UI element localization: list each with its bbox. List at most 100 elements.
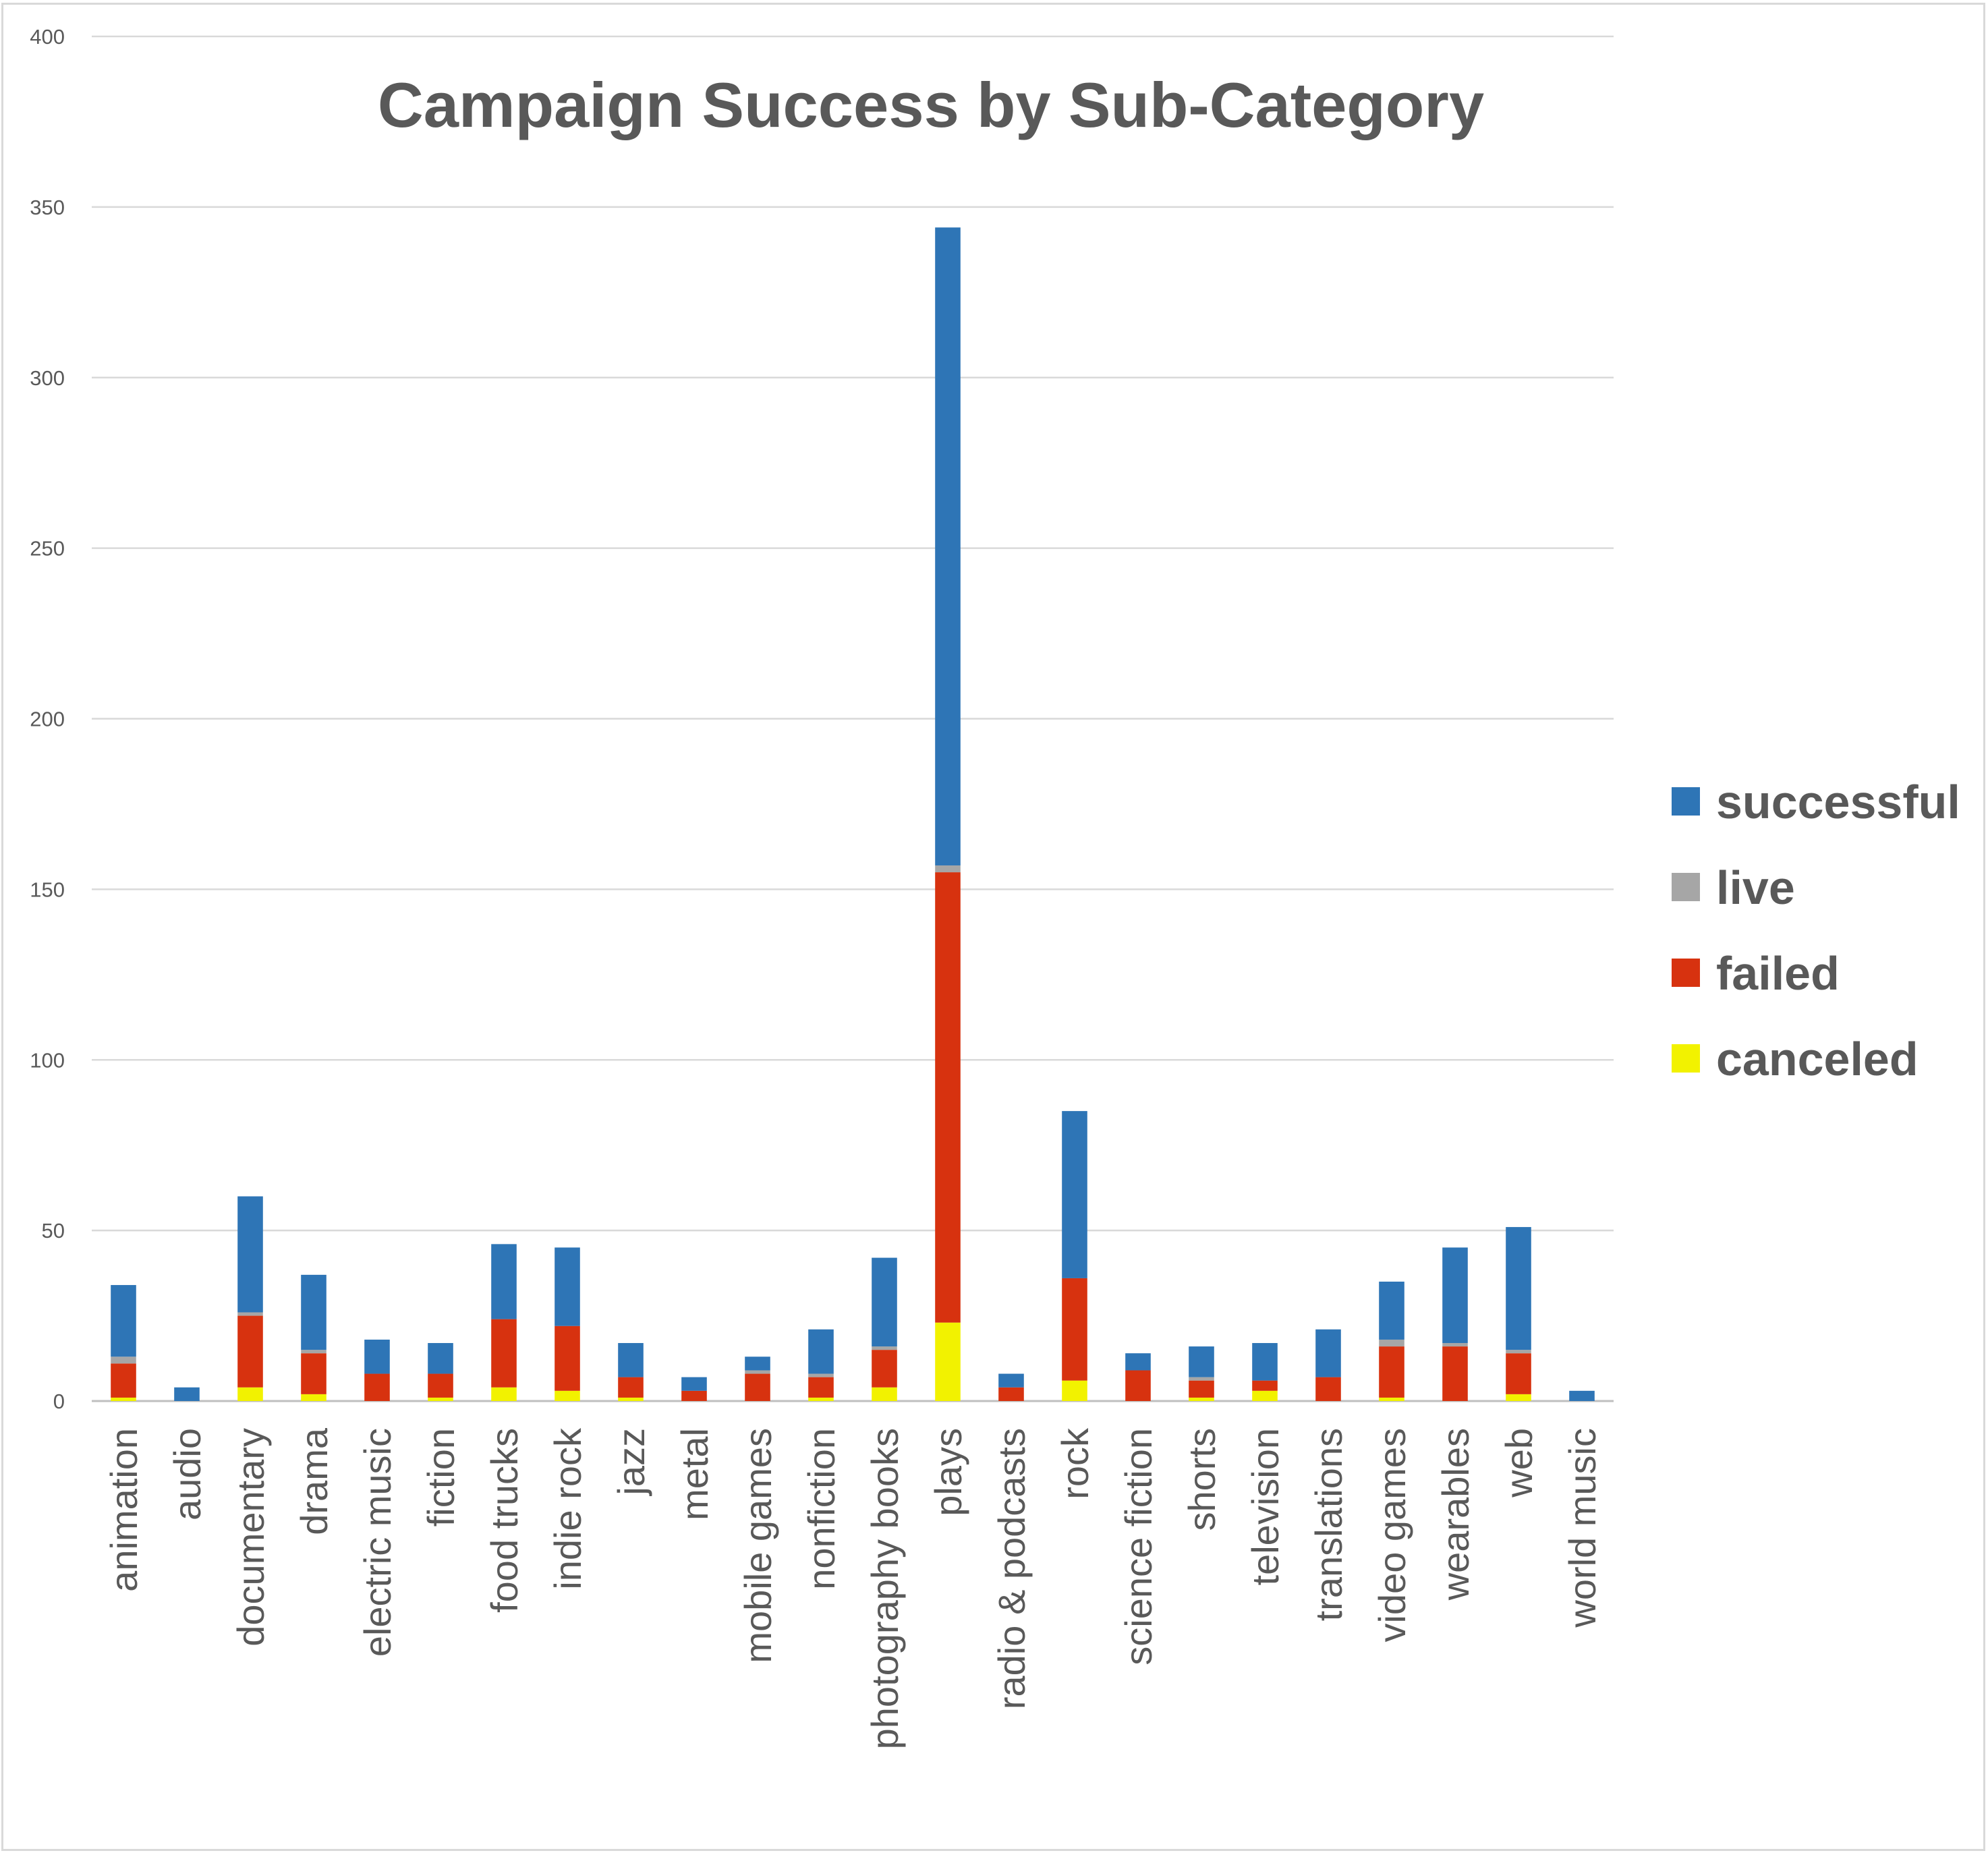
y-tick-label: 100 bbox=[30, 1048, 65, 1072]
legend-label-successful: successful bbox=[1716, 776, 1960, 828]
bar-segment-failed bbox=[1442, 1346, 1468, 1401]
bar-segment-canceled bbox=[935, 1322, 961, 1401]
x-category-label: mobile games bbox=[737, 1428, 779, 1663]
bar-segment-failed bbox=[491, 1319, 517, 1388]
x-category-label: audio bbox=[166, 1428, 208, 1520]
bar-segment-successful bbox=[1252, 1343, 1278, 1381]
bar-segment-failed bbox=[1125, 1370, 1151, 1401]
bar-segment-failed bbox=[364, 1373, 390, 1401]
bar-segment-failed bbox=[1315, 1377, 1341, 1401]
bar-segment-failed bbox=[681, 1390, 707, 1401]
y-tick-label: 250 bbox=[30, 537, 65, 561]
bar-segment-live bbox=[1379, 1339, 1404, 1347]
bar-segment-successful bbox=[935, 227, 961, 865]
bar-segment-canceled bbox=[428, 1397, 453, 1401]
bar-segment-successful bbox=[745, 1357, 770, 1371]
bar-segment-failed bbox=[935, 872, 961, 1323]
bar-segment-live bbox=[301, 1350, 326, 1354]
x-category-label: metal bbox=[673, 1428, 716, 1520]
bar-segment-successful bbox=[1125, 1353, 1151, 1371]
legend: successful live failed canceled bbox=[1672, 776, 1960, 1085]
x-category-label: jazz bbox=[610, 1428, 652, 1497]
y-tick-label: 150 bbox=[30, 878, 65, 901]
bar-segment-successful bbox=[111, 1285, 136, 1357]
x-category-label: rock bbox=[1054, 1427, 1096, 1500]
bar-segment-canceled bbox=[1379, 1397, 1404, 1401]
y-tick-label: 400 bbox=[30, 25, 65, 49]
bar-segment-failed bbox=[237, 1315, 263, 1388]
legend-label-canceled: canceled bbox=[1716, 1033, 1919, 1085]
bar-segment-failed bbox=[428, 1373, 453, 1398]
x-category-label: translations bbox=[1307, 1428, 1350, 1621]
bar-segment-failed bbox=[1506, 1353, 1531, 1394]
bar-segment-successful bbox=[1315, 1329, 1341, 1377]
legend-swatch-successful bbox=[1672, 787, 1700, 816]
x-category-label: television bbox=[1244, 1428, 1286, 1585]
y-tick-label: 200 bbox=[30, 708, 65, 731]
bar-segment-successful bbox=[301, 1274, 326, 1350]
bar-segment-successful bbox=[1379, 1281, 1404, 1340]
bar-segment-live bbox=[111, 1357, 136, 1364]
y-tick-label: 50 bbox=[42, 1219, 65, 1243]
bar-segment-canceled bbox=[1062, 1380, 1087, 1401]
gridlines bbox=[92, 35, 1614, 1402]
y-tick-label: 0 bbox=[53, 1390, 65, 1413]
legend-swatch-live bbox=[1672, 873, 1700, 901]
x-axis-category-labels: animation audio documentary drama electric m… bbox=[103, 1427, 1603, 1749]
bar-segment-live bbox=[935, 865, 961, 873]
bar-segment-live bbox=[808, 1373, 834, 1377]
bar-segment-canceled bbox=[618, 1397, 644, 1401]
legend-swatch-failed bbox=[1672, 959, 1700, 987]
bar-segment-failed bbox=[808, 1377, 834, 1398]
x-category-label: documentary bbox=[229, 1428, 272, 1647]
bar-segment-successful bbox=[998, 1373, 1024, 1388]
x-category-label: animation bbox=[103, 1428, 145, 1592]
bar-segment-canceled bbox=[111, 1397, 136, 1401]
bar-segment-failed bbox=[1379, 1346, 1404, 1398]
y-tick-label: 300 bbox=[30, 366, 65, 390]
bar-segment-successful bbox=[1569, 1390, 1595, 1401]
x-category-label: indie rock bbox=[546, 1427, 589, 1590]
bar-segment-successful bbox=[1062, 1111, 1087, 1278]
bar-segment-canceled bbox=[301, 1394, 326, 1401]
bar-segment-live bbox=[237, 1312, 263, 1316]
x-category-label: world music bbox=[1561, 1428, 1603, 1628]
bar-segment-successful bbox=[1442, 1247, 1468, 1344]
x-category-label: electric music bbox=[356, 1428, 399, 1657]
x-category-label: drama bbox=[293, 1427, 335, 1535]
bar-segment-successful bbox=[364, 1339, 390, 1374]
bar-segment-canceled bbox=[555, 1390, 580, 1401]
bar-segment-live bbox=[745, 1370, 770, 1374]
x-category-label: fiction bbox=[420, 1428, 462, 1526]
x-category-label: radio & podcasts bbox=[990, 1428, 1033, 1709]
x-category-label: web bbox=[1498, 1428, 1540, 1498]
x-category-label: science fiction bbox=[1117, 1428, 1160, 1665]
x-category-label: plays bbox=[927, 1428, 969, 1516]
bar-segment-failed bbox=[1189, 1380, 1214, 1398]
x-category-label: food trucks bbox=[483, 1428, 526, 1613]
x-category-label: shorts bbox=[1181, 1428, 1223, 1531]
y-axis-tick-labels: 0 50 100 150 200 250 300 350 400 bbox=[30, 25, 65, 1413]
bar-segment-successful bbox=[555, 1247, 580, 1326]
y-tick-label: 350 bbox=[30, 196, 65, 219]
bar-segment-canceled bbox=[1189, 1397, 1214, 1401]
bar-segment-successful bbox=[237, 1196, 263, 1313]
bars bbox=[111, 227, 1595, 1401]
legend-label-failed: failed bbox=[1716, 947, 1840, 1000]
bar-segment-canceled bbox=[872, 1387, 897, 1401]
x-category-label: video games bbox=[1371, 1428, 1413, 1643]
bar-segment-failed bbox=[111, 1363, 136, 1398]
bar-segment-successful bbox=[808, 1329, 834, 1374]
bar-segment-failed bbox=[998, 1387, 1024, 1401]
bar-segment-successful bbox=[1506, 1227, 1531, 1350]
bar-segment-failed bbox=[745, 1373, 770, 1401]
x-category-label: nonfiction bbox=[800, 1428, 843, 1590]
bar-segment-live bbox=[1442, 1343, 1468, 1347]
bar-segment-failed bbox=[301, 1353, 326, 1394]
chart-frame bbox=[1, 3, 1985, 1851]
bar-segment-failed bbox=[618, 1377, 644, 1398]
bar-segment-successful bbox=[681, 1377, 707, 1391]
legend-label-live: live bbox=[1716, 861, 1795, 914]
bar-segment-successful bbox=[618, 1343, 644, 1377]
